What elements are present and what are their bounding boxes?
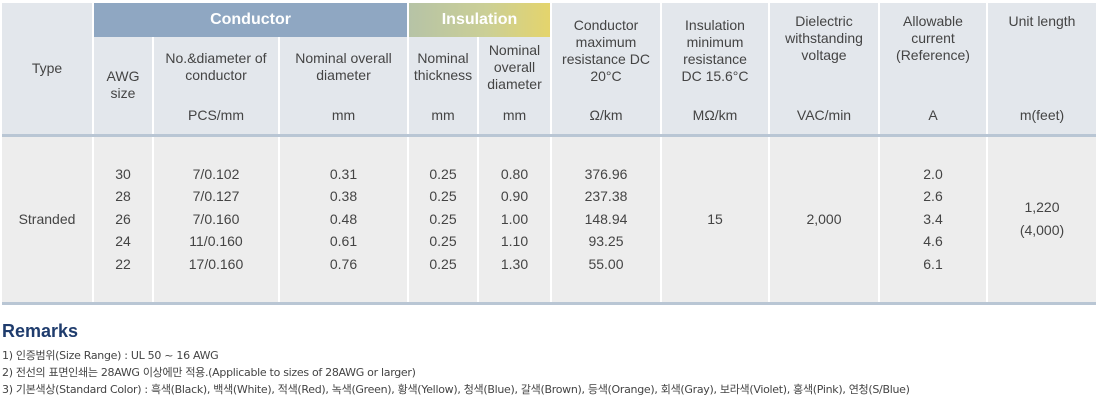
- cell-value: 376.96: [584, 165, 628, 182]
- header-group-insulation: Insulation: [407, 3, 551, 37]
- header-awg-label: AWG size: [106, 68, 140, 102]
- cell-value: 11/0.160: [189, 233, 243, 250]
- header-insulation-resistance-label: Insulation minimum resistance DC 15.6°C: [681, 17, 749, 84]
- unit-ins-resistance: MΩ/km: [660, 97, 769, 135]
- header-unit-length: Unit length: [986, 3, 1096, 97]
- unit-ins-diameter: mm: [477, 97, 551, 135]
- remarks-section: Remarks 1) 인증범위(Size Range) : UL 50 ~ 16…: [2, 320, 910, 398]
- header-insulation-resistance: Insulation minimum resistance DC 15.6°C: [660, 3, 769, 97]
- cell-awg: 30 28 26 24 22: [92, 133, 153, 305]
- cell-value: 93.25: [588, 233, 624, 250]
- cell-dielectric: 2,000: [768, 133, 879, 305]
- cell-value: 6.1: [923, 255, 943, 272]
- cell-current: 2.0 2.6 3.4 4.6 6.1: [878, 133, 987, 305]
- cell-value: 1.10: [500, 233, 529, 250]
- header-ins-diameter: Nominal overall diameter: [477, 37, 551, 97]
- table-row: Stranded 30 28 26 24 22 7/0.102 7/0.127 …: [2, 133, 1096, 305]
- header-no-diameter: No.&diameter of conductor: [152, 37, 279, 97]
- header-overall-diameter: Nominal overall diameter: [278, 37, 408, 97]
- header-conductor-resistance-label: Conductor maximum resistance DC 20°C: [562, 17, 650, 84]
- cell-value: 0.61: [329, 233, 358, 250]
- cell-value: 1.30: [500, 255, 529, 272]
- cell-value: 3.4: [923, 210, 943, 227]
- cell-value: 28: [115, 188, 131, 205]
- cell-value: 148.94: [584, 210, 628, 227]
- cell-value: 17/0.160: [188, 255, 244, 272]
- unit-thickness: mm: [407, 97, 478, 135]
- cell-type: Stranded: [2, 133, 93, 305]
- cell-ins-resistance: 15: [660, 133, 769, 305]
- cell-value: 0.25: [429, 255, 457, 272]
- remarks-title: Remarks: [2, 321, 79, 341]
- unit-current: A: [878, 97, 987, 135]
- cell-value: 24: [115, 233, 131, 250]
- cell-value: 2.6: [923, 188, 943, 205]
- cell-value: 0.25: [429, 210, 457, 227]
- header-thickness-label: Nominal thickness: [413, 50, 473, 83]
- cell-value: 0.80: [500, 165, 529, 182]
- spec-table: Type Conductor Insulation Conductor maxi…: [2, 3, 1096, 305]
- cell-overall-diameter: 0.31 0.38 0.48 0.61 0.76: [278, 133, 408, 305]
- remark-item: 3) 기본색상(Standard Color) : 흑색(Black), 백색(…: [2, 383, 910, 396]
- cell-value: 7/0.102: [192, 165, 240, 182]
- cell-value: 0.25: [429, 188, 457, 205]
- header-ins-diameter-label: Nominal overall diameter: [487, 41, 542, 92]
- header-group-conductor: Conductor: [92, 3, 408, 37]
- header-allowable-current-label: Allowable current (Reference): [896, 13, 970, 63]
- unit-length: m(feet): [986, 97, 1096, 135]
- cell-value: 0.31: [329, 165, 358, 182]
- header-type: Type: [2, 3, 93, 135]
- cell-value: 0.76: [329, 255, 358, 272]
- cell-no-diameter: 7/0.102 7/0.127 7/0.160 11/0.160 17/0.16…: [152, 133, 279, 305]
- cell-value: 0.25: [429, 233, 457, 250]
- cell-ins-diameter: 0.80 0.90 1.00 1.10 1.30: [477, 133, 551, 305]
- cell-value: 1,220: [1024, 199, 1060, 216]
- cell-value: 0.48: [329, 210, 358, 227]
- header-conductor-resistance: Conductor maximum resistance DC 20°C: [550, 3, 661, 97]
- cell-thickness: 0.25 0.25 0.25 0.25 0.25: [407, 133, 478, 305]
- cell-value: 26: [115, 210, 131, 227]
- cell-value: 22: [115, 255, 131, 272]
- cell-value: 7/0.160: [192, 210, 240, 227]
- header-awg: AWG size: [92, 37, 153, 135]
- cell-value: 1.00: [500, 210, 529, 227]
- cell-value: 237.38: [584, 188, 628, 205]
- cell-value: 7/0.127: [192, 188, 240, 205]
- unit-dielectric: VAC/min: [768, 97, 879, 135]
- cell-resistance: 376.96 237.38 148.94 93.25 55.00: [550, 133, 661, 305]
- header-no-diameter-label: No.&diameter of conductor: [165, 50, 267, 83]
- unit-resistance: Ω/km: [550, 97, 661, 135]
- header-overall-diameter-label: Nominal overall diameter: [295, 50, 392, 83]
- header-allowable-current: Allowable current (Reference): [878, 3, 987, 97]
- header-thickness: Nominal thickness: [407, 37, 478, 97]
- cell-value: 0.25: [429, 165, 457, 182]
- cell-value: 0.38: [329, 188, 358, 205]
- unit-overall-diameter: mm: [278, 97, 408, 135]
- unit-no-diameter: PCS/mm: [152, 97, 279, 135]
- remark-item: 1) 인증범위(Size Range) : UL 50 ~ 16 AWG: [2, 349, 219, 362]
- cell-value: 0.90: [500, 188, 529, 205]
- cell-value: (4,000): [1019, 222, 1065, 238]
- remark-item: 2) 전선의 표면인쇄는 28AWG 이상에만 적용.(Applicable t…: [2, 366, 416, 379]
- header-dielectric: Dielectric withstanding voltage: [768, 3, 879, 97]
- cell-value: 2.0: [923, 165, 943, 182]
- cell-unit-length: 1,220 (4,000): [986, 133, 1096, 305]
- cell-value: 55.00: [588, 255, 624, 272]
- cell-value: 30: [115, 165, 131, 182]
- header-dielectric-label: Dielectric withstanding voltage: [785, 13, 863, 63]
- cell-value: 4.6: [923, 233, 943, 250]
